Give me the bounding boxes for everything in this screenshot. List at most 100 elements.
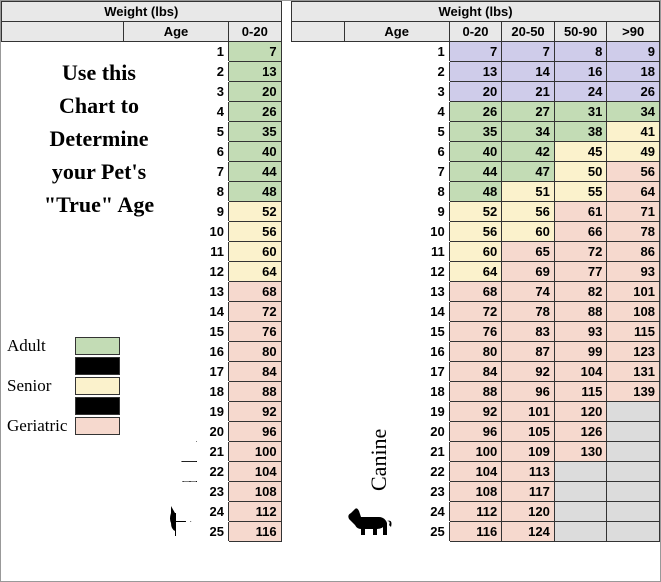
- value-cell: 83: [502, 322, 555, 342]
- value-cell: 88: [229, 382, 282, 402]
- blank: [344, 342, 397, 362]
- value-cell: 7: [449, 42, 502, 62]
- age-cell: 13: [397, 282, 450, 302]
- value-cell: 69: [502, 262, 555, 282]
- value-cell: 71: [607, 202, 660, 222]
- blank: [123, 42, 176, 62]
- blank: [292, 62, 345, 82]
- value-cell: 101: [502, 402, 555, 422]
- blank: [2, 422, 124, 442]
- age-cell: 7: [176, 162, 229, 182]
- value-cell: 109: [502, 442, 555, 462]
- age-cell: 4: [397, 102, 450, 122]
- value-cell: 84: [229, 362, 282, 382]
- value-cell: 47: [502, 162, 555, 182]
- blank: [292, 422, 345, 442]
- blank: [2, 342, 124, 362]
- value-cell: [554, 502, 607, 522]
- value-cell: 44: [449, 162, 502, 182]
- blank: [123, 262, 176, 282]
- age-cell: 11: [397, 242, 450, 262]
- blank: [292, 242, 345, 262]
- value-cell: 120: [502, 502, 555, 522]
- value-cell: 139: [607, 382, 660, 402]
- weight-header-feline: Weight (lbs): [2, 2, 282, 22]
- blank: [292, 122, 345, 142]
- value-cell: [607, 502, 660, 522]
- value-cell: 56: [449, 222, 502, 242]
- blank: [123, 382, 176, 402]
- blank: [292, 162, 345, 182]
- value-cell: 74: [502, 282, 555, 302]
- blank: [292, 42, 345, 62]
- blank: [344, 482, 397, 502]
- blank: [292, 442, 345, 462]
- age-cell: 17: [397, 362, 450, 382]
- value-cell: 101: [607, 282, 660, 302]
- value-cell: 112: [449, 502, 502, 522]
- age-cell: 1: [397, 42, 450, 62]
- blank: [344, 402, 397, 422]
- blank: [2, 162, 124, 182]
- value-cell: 64: [607, 182, 660, 202]
- blank: [344, 82, 397, 102]
- blank: [344, 142, 397, 162]
- value-cell: 112: [229, 502, 282, 522]
- value-cell: 16: [554, 62, 607, 82]
- blank: [123, 302, 176, 322]
- age-cell: 5: [176, 122, 229, 142]
- age-cell: 3: [176, 82, 229, 102]
- value-cell: [607, 462, 660, 482]
- value-cell: 130: [554, 442, 607, 462]
- blank: [2, 62, 124, 82]
- value-cell: 80: [449, 342, 502, 362]
- value-cell: 78: [607, 222, 660, 242]
- blank: [123, 222, 176, 242]
- blank: [123, 502, 176, 522]
- value-cell: 20: [449, 82, 502, 102]
- age-cell: 24: [176, 502, 229, 522]
- blank: [123, 202, 176, 222]
- blank: [292, 302, 345, 322]
- age-cell: 9: [397, 202, 450, 222]
- blank: [344, 42, 397, 62]
- value-cell: 93: [554, 322, 607, 342]
- value-cell: 48: [449, 182, 502, 202]
- blank: [344, 122, 397, 142]
- blank: [292, 282, 345, 302]
- value-cell: 65: [502, 242, 555, 262]
- blank: [123, 102, 176, 122]
- value-cell: 120: [554, 402, 607, 422]
- value-cell: 38: [554, 122, 607, 142]
- value-cell: 7: [229, 42, 282, 62]
- value-cell: 72: [229, 302, 282, 322]
- blank: [2, 282, 124, 302]
- age-cell: 14: [397, 302, 450, 322]
- blank: [123, 462, 176, 482]
- value-cell: 64: [449, 262, 502, 282]
- blank: [292, 102, 345, 122]
- value-cell: 60: [229, 242, 282, 262]
- age-cell: 14: [176, 302, 229, 322]
- value-cell: 26: [229, 102, 282, 122]
- blank: [344, 502, 397, 522]
- age-cell: 22: [397, 462, 450, 482]
- blank: [344, 62, 397, 82]
- value-cell: 24: [554, 82, 607, 102]
- blank: [344, 242, 397, 262]
- value-cell: 56: [502, 202, 555, 222]
- blank: [123, 142, 176, 162]
- blank: [123, 422, 176, 442]
- blank: [344, 422, 397, 442]
- blank: [292, 142, 345, 162]
- value-cell: 99: [554, 342, 607, 362]
- age-cell: 23: [176, 482, 229, 502]
- value-cell: 61: [554, 202, 607, 222]
- value-cell: 86: [607, 242, 660, 262]
- age-cell: 21: [397, 442, 450, 462]
- value-cell: 51: [502, 182, 555, 202]
- blank: [123, 322, 176, 342]
- value-cell: 27: [502, 102, 555, 122]
- age-cell: 20: [176, 422, 229, 442]
- value-cell: 108: [229, 482, 282, 502]
